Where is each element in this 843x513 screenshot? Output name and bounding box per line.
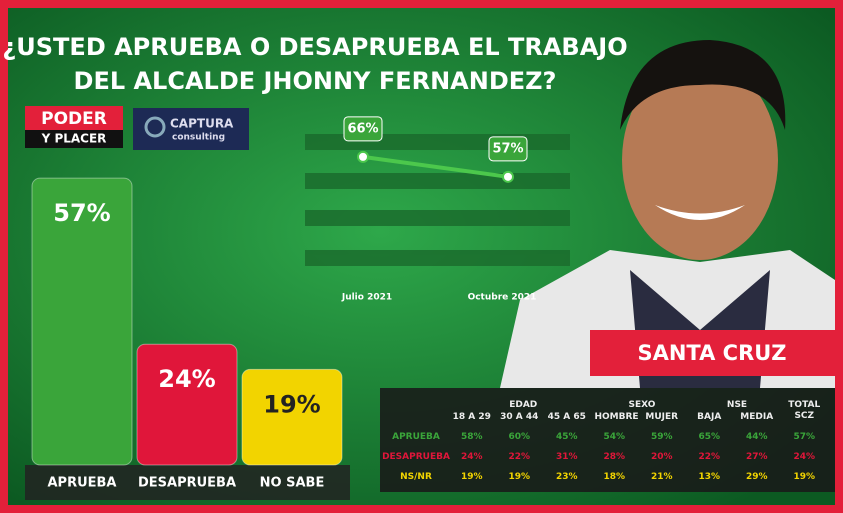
value-label: 57%: [492, 141, 523, 156]
table-cell: 18%: [603, 472, 626, 482]
table-cell: 28%: [603, 452, 626, 462]
row-label: APRUEBA: [392, 432, 440, 442]
logo-text: consulting: [172, 133, 225, 143]
logo-text: PODER: [41, 109, 107, 129]
table-cell: 21%: [650, 472, 673, 482]
row-label: DESAPRUEBA: [382, 452, 450, 462]
table-cell: 24%: [460, 452, 483, 462]
bar: [136, 343, 238, 466]
title: ¿USTED APRUEBA O DESAPRUEBA EL TRABAJO: [2, 33, 627, 61]
column-header: MUJER: [645, 412, 679, 422]
value-badge: [488, 136, 528, 162]
table-cell: 29%: [745, 472, 768, 482]
table-cell: 54%: [603, 432, 626, 442]
bar: [241, 368, 343, 466]
table-cell: 22%: [508, 452, 531, 462]
value-label: 66%: [347, 121, 378, 136]
table-cell: 20%: [650, 452, 673, 462]
column-header: TOTAL SCZ: [788, 400, 821, 421]
column-header: 18 A 29: [452, 412, 491, 422]
table-cell: 19%: [793, 472, 816, 482]
table-cell: 45%: [555, 432, 578, 442]
column-header: 30 A 44: [500, 412, 539, 422]
x-tick-label: APRUEBA: [47, 476, 116, 491]
table-cell: 44%: [745, 432, 768, 442]
value-label: 19%: [263, 390, 320, 418]
point: [357, 150, 369, 163]
line: [362, 154, 509, 179]
x-tick-label: DESAPRUEBA: [138, 476, 236, 491]
table-cell: 59%: [650, 432, 673, 442]
table-cell: 27%: [745, 452, 768, 462]
crosstab: EDAD SEXO NSE 18 A 29 30 A 44 45 A 65 HOMBRE MU…: [380, 388, 835, 492]
point: [502, 170, 514, 183]
group-header: SEXO: [628, 400, 656, 410]
table-cell: 24%: [793, 452, 816, 462]
row-label: NS/NR: [400, 472, 432, 482]
logo-text: Y PLACER: [41, 132, 107, 146]
table-cell: 58%: [460, 432, 483, 442]
logo: [25, 106, 123, 130]
title: DEL ALCALDE JHONNY FERNANDEZ?: [74, 67, 557, 95]
group-header: NSE: [726, 400, 748, 410]
value-label: 24%: [158, 365, 215, 393]
table-cell: 60%: [508, 432, 531, 442]
location: SANTA CRUZ: [637, 341, 786, 365]
logo: [133, 108, 249, 150]
group-header: EDAD: [509, 400, 538, 410]
value-badge: [343, 116, 383, 142]
logo-text: CAPTURA: [170, 117, 234, 131]
table-cell: 23%: [555, 472, 578, 482]
table-cell: 19%: [508, 472, 531, 482]
logo-icon: [144, 116, 166, 138]
column-header: 45 A 65: [547, 412, 586, 422]
table-cell: 13%: [698, 472, 721, 482]
table-cell: 22%: [698, 452, 721, 462]
column-header: HOMBRE: [594, 412, 639, 422]
column-header: BAJA: [697, 412, 722, 422]
bar: [31, 177, 133, 466]
x-tick-label: NO SABE: [260, 476, 325, 491]
label-strip: [25, 465, 350, 500]
table-cell: 31%: [555, 452, 578, 462]
location-banner: [590, 330, 835, 376]
value-label: 57%: [53, 199, 110, 227]
table-cell: 19%: [460, 472, 483, 482]
table-cell: 65%: [698, 432, 721, 442]
x-tick-label: Octubre 2021: [468, 293, 537, 303]
column-header: MEDIA: [740, 412, 774, 422]
x-tick-label: Julio 2021: [341, 293, 392, 303]
table-cell: 57%: [793, 432, 816, 442]
